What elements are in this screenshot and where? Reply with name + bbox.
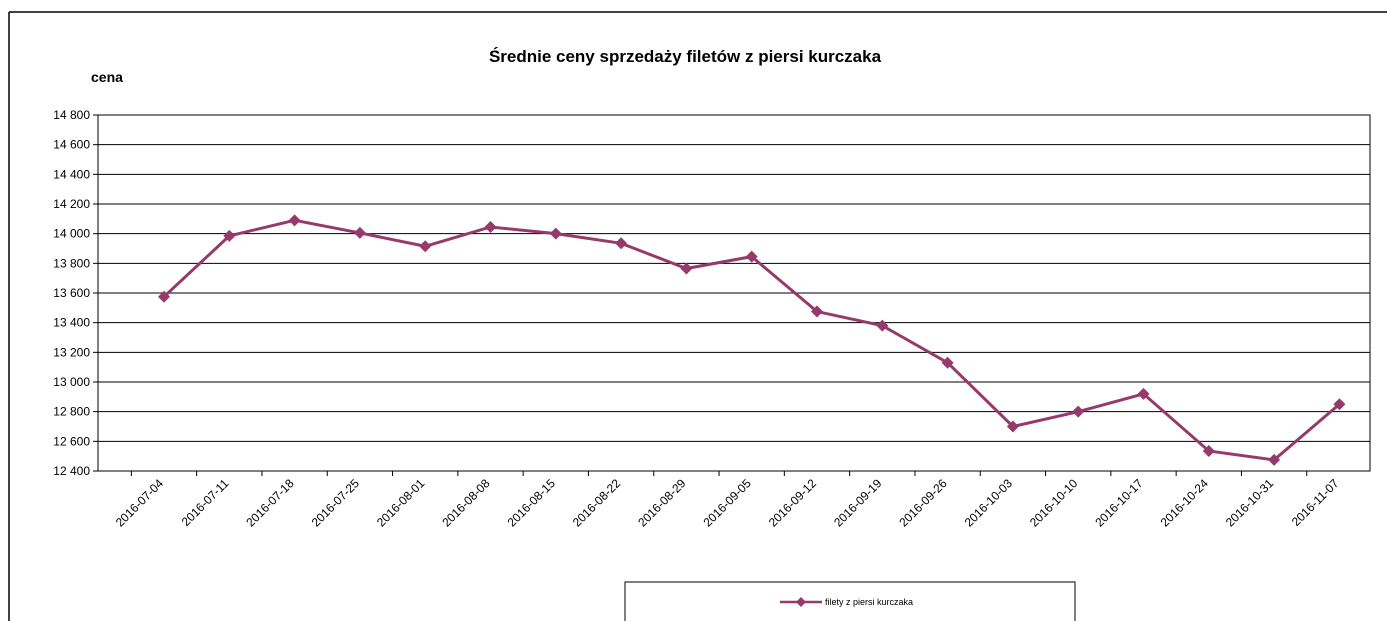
x-tick-label: 2016-08-08	[439, 476, 493, 530]
x-tick-label: 2016-09-26	[896, 476, 950, 530]
plot-frame	[97, 114, 1371, 472]
x-tick-label: 2016-11-07	[1289, 476, 1342, 529]
y-tick-label: 13 800	[53, 256, 90, 270]
marker	[549, 227, 562, 240]
marker	[811, 305, 823, 318]
legend-box	[624, 581, 1076, 621]
marker	[419, 240, 432, 253]
marker	[288, 214, 301, 227]
marker	[353, 226, 366, 239]
x-tick-label: 2016-10-31	[1223, 476, 1277, 530]
x-tick-label: 2016-08-22	[570, 476, 624, 530]
marker	[1202, 444, 1215, 457]
y-tick-label: 14 200	[53, 197, 90, 211]
y-tick-label: 12 400	[53, 464, 90, 478]
x-tick-label: 2016-09-12	[766, 476, 820, 530]
legend-label: filety z piersi kurczaka	[825, 597, 913, 607]
y-tick-label: 14 400	[53, 167, 90, 181]
x-tick-label: 2016-08-29	[635, 476, 689, 530]
x-tick-label: 2016-07-25	[309, 476, 363, 530]
y-tick-label: 13 400	[53, 316, 90, 330]
marker	[745, 250, 758, 263]
marker	[158, 290, 170, 303]
x-tick-label: 2016-08-15	[505, 476, 559, 530]
x-tick-label: 2016-09-19	[831, 476, 885, 530]
y-tick-label: 13 200	[53, 345, 90, 359]
x-tick-label: 2016-10-17	[1092, 476, 1146, 530]
y-tick-label: 13 000	[53, 375, 90, 389]
marker	[876, 319, 889, 332]
marker	[1072, 405, 1085, 418]
y-tick-label: 12 600	[53, 434, 90, 448]
marker	[680, 262, 693, 275]
marker	[1333, 398, 1346, 411]
x-tick-label: 2016-07-11	[179, 476, 232, 529]
y-tick-label: 13 600	[53, 286, 90, 300]
marker	[223, 229, 236, 242]
marker	[1268, 453, 1281, 466]
y-tick-label: 14 800	[53, 108, 90, 122]
x-tick-label: 2016-08-01	[374, 476, 428, 530]
x-tick-label: 2016-09-05	[701, 476, 755, 530]
legend-marker	[796, 597, 806, 607]
marker	[941, 356, 954, 369]
marker	[1006, 420, 1019, 433]
x-tick-label: 2016-10-10	[1027, 476, 1081, 530]
x-tick-label: 2016-07-04	[113, 476, 167, 530]
chart-title: Średnie ceny sprzedaży filetów z piersi …	[489, 47, 882, 66]
y-tick-label: 14 600	[53, 138, 90, 152]
y-axis-label: cena	[91, 69, 123, 85]
y-tick-label: 14 000	[53, 227, 90, 241]
marker	[615, 237, 628, 250]
marker	[484, 220, 497, 233]
x-tick-label: 2016-07-18	[243, 476, 297, 530]
marker	[1137, 387, 1150, 400]
y-tick-label: 12 800	[53, 405, 90, 419]
x-tick-label: 2016-10-24	[1158, 476, 1212, 530]
x-tick-label: 2016-10-03	[962, 476, 1016, 530]
